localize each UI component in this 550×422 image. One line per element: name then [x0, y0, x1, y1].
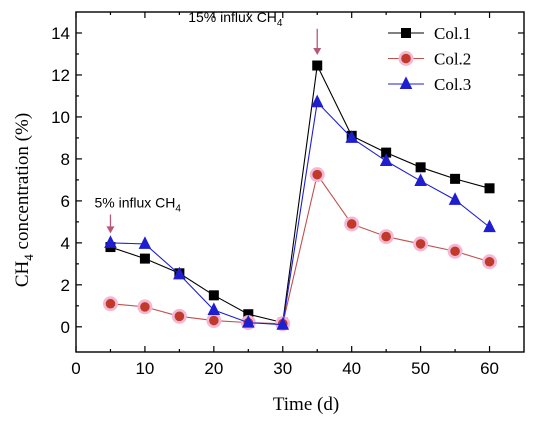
- data-point: [381, 231, 391, 242]
- x-tick-label: 50: [411, 359, 430, 378]
- x-axis-ticks: 0 10 20 30 40 50 60: [71, 12, 499, 378]
- legend-marker: [401, 28, 411, 38]
- legend-label: Col.2: [434, 50, 471, 69]
- series-2: [102, 167, 498, 332]
- annotation-arrow-head: [313, 48, 322, 56]
- data-point: [484, 183, 495, 194]
- plot-frame: [75, 11, 525, 353]
- data-point: [450, 173, 461, 184]
- annotation-text-main: 5% influx CH: [94, 195, 175, 211]
- annotation-2: 15% influx CH4: [188, 9, 322, 56]
- y-tick-label: 0: [61, 318, 70, 337]
- x-tick-label: 30: [273, 359, 292, 378]
- data-point: [415, 239, 426, 249]
- x-tick-label: 40: [342, 359, 361, 378]
- data-point: [312, 169, 323, 180]
- legend-item-3: Col.3: [388, 75, 471, 94]
- data-point: [415, 162, 426, 173]
- data-point: [173, 266, 186, 280]
- y-tick-label: 8: [61, 150, 70, 169]
- data-point: [450, 246, 460, 257]
- y-axis-title-subscript: 4: [21, 254, 36, 261]
- data-point: [104, 235, 117, 248]
- y-axis-ticks: 0 2 4 6 8 10 12 14: [51, 24, 524, 337]
- data-point: [174, 311, 185, 322]
- y-tick-label: 2: [61, 276, 70, 295]
- legend-label: Col.3: [434, 75, 471, 94]
- annotation-text-subscript: 4: [175, 204, 181, 215]
- axes: [75, 11, 525, 353]
- annotation-text-subscript: 4: [277, 18, 283, 29]
- x-axis-title: Time (d): [273, 394, 339, 415]
- legend-marker: [399, 76, 413, 89]
- y-axis-title: CH4 concentration (%): [12, 113, 36, 287]
- data-point: [138, 236, 152, 249]
- data-point: [310, 94, 324, 108]
- y-tick-label: 12: [51, 66, 70, 85]
- annotation-arrow-head: [106, 226, 115, 234]
- y-tick-label: 10: [51, 108, 70, 127]
- series-layer: [102, 60, 498, 332]
- y-axis-title-suffix: concentration (%): [12, 113, 33, 254]
- legend: Col.1 Col.2 Col.3: [388, 24, 471, 94]
- data-point: [276, 317, 290, 330]
- annotation-text: 15% influx CH4: [188, 9, 283, 29]
- series-3: [104, 94, 496, 330]
- data-point: [241, 314, 255, 328]
- x-tick-label: 10: [135, 359, 154, 378]
- data-point: [414, 173, 427, 186]
- series-line: [110, 101, 490, 326]
- legend-label: Col.1: [434, 24, 471, 43]
- series-line: [110, 63, 490, 324]
- y-tick-label: 14: [51, 24, 70, 43]
- annotation-text-main: 15% influx CH: [188, 9, 277, 25]
- x-tick-label: 20: [204, 359, 223, 378]
- data-point: [139, 253, 150, 264]
- legend-item-2: Col.2: [388, 50, 471, 69]
- data-point: [105, 298, 116, 309]
- data-point: [448, 192, 462, 205]
- data-point: [483, 219, 496, 233]
- data-point: [345, 130, 359, 143]
- annotation-1: 5% influx CH4: [94, 195, 181, 234]
- data-point: [208, 290, 219, 301]
- legend-item-1: Col.1: [388, 24, 471, 43]
- annotation-text: 5% influx CH4: [94, 195, 181, 215]
- y-tick-label: 6: [61, 192, 70, 211]
- data-point: [140, 302, 150, 312]
- data-point: [346, 219, 357, 229]
- data-point: [379, 153, 393, 167]
- data-point: [207, 302, 221, 316]
- legend-marker: [401, 53, 411, 64]
- x-tick-label: 0: [71, 359, 80, 378]
- x-tick-label: 60: [480, 359, 499, 378]
- y-axis-title-prefix: CH: [12, 260, 33, 287]
- y-tick-label: 4: [61, 234, 70, 253]
- data-point: [312, 60, 323, 71]
- data-point: [209, 315, 219, 326]
- data-point: [484, 256, 495, 267]
